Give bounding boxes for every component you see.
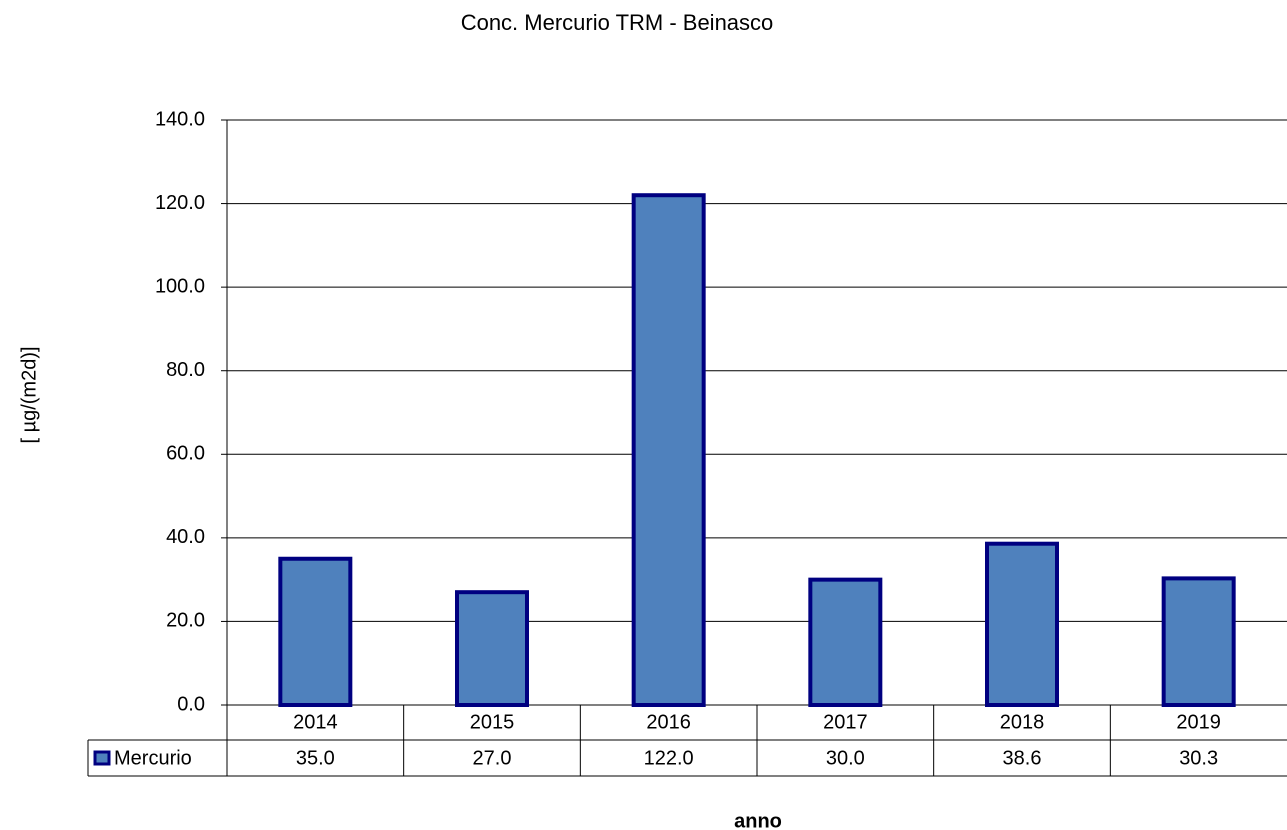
x-tick-label: 2014 bbox=[293, 711, 338, 733]
x-tick-label: 2018 bbox=[1000, 711, 1045, 733]
y-tick-label: 120.0 bbox=[155, 192, 205, 214]
value-label: 30.0 bbox=[826, 747, 865, 769]
x-tick-label: 2016 bbox=[646, 711, 691, 733]
value-label: 35.0 bbox=[296, 747, 335, 769]
y-tick-label: 60.0 bbox=[166, 443, 205, 465]
bar bbox=[1161, 576, 1236, 707]
chart-title: Conc. Mercurio TRM - Beinasco bbox=[461, 10, 774, 35]
y-tick-label: 100.0 bbox=[155, 275, 205, 297]
y-tick-label: 20.0 bbox=[166, 610, 205, 632]
bar bbox=[631, 193, 706, 707]
y-tick-label: 40.0 bbox=[166, 526, 205, 548]
x-tick-label: 2015 bbox=[470, 711, 515, 733]
value-label: 38.6 bbox=[1003, 747, 1042, 769]
x-tick-label: 2017 bbox=[823, 711, 868, 733]
x-tick-label: 2019 bbox=[1176, 711, 1221, 733]
value-label: 122.0 bbox=[644, 747, 694, 769]
y-axis-label: [ µg/(m2d)] bbox=[18, 346, 40, 443]
bar bbox=[455, 590, 529, 708]
bar bbox=[278, 556, 353, 707]
y-tick-label: 80.0 bbox=[166, 359, 205, 381]
y-tick-label: 140.0 bbox=[155, 108, 205, 130]
y-tick-label: 0.0 bbox=[177, 693, 205, 715]
x-axis-label: anno bbox=[734, 810, 782, 830]
legend-swatch bbox=[93, 750, 111, 766]
value-label: 30.3 bbox=[1179, 747, 1218, 769]
legend-label: Mercurio bbox=[114, 747, 192, 769]
value-label: 27.0 bbox=[473, 747, 512, 769]
bar bbox=[985, 541, 1059, 708]
bar bbox=[808, 577, 883, 708]
